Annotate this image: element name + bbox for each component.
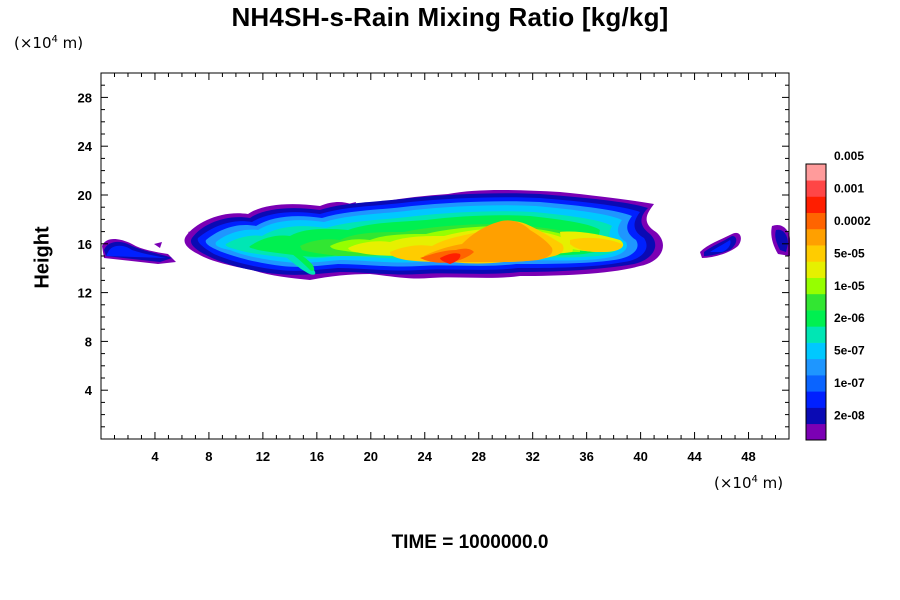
- x-tick-label: 16: [310, 449, 324, 464]
- x-tick-label: 28: [471, 449, 485, 464]
- y-tick-label: 16: [78, 237, 92, 252]
- colorbar-label: 5e-05: [834, 246, 865, 260]
- colorbar: 2e-08 1e-07 5e-07 2e-06 1e-05 5e-05 0.0002 0.00…: [805, 149, 871, 441]
- colorbar-label: 1e-07: [834, 376, 865, 390]
- x-tick-label: 24: [418, 449, 433, 464]
- x-tick-label: 8: [205, 449, 212, 464]
- x-tick-label: 12: [256, 449, 270, 464]
- colorbar-swatch: [806, 423, 826, 441]
- y-unit-exponent: 4: [51, 34, 58, 45]
- y-unit-suffix: m): [57, 34, 84, 52]
- colorbar-label: 1e-05: [834, 279, 865, 293]
- colorbar-label: 2e-06: [834, 311, 865, 325]
- colorbar-swatch: [806, 212, 826, 230]
- y-unit-prefix: (×10: [14, 34, 52, 52]
- chart-title: NH4SH-s-Rain Mixing Ratio [kg/kg]: [231, 2, 669, 32]
- y-tick-label: 12: [78, 286, 92, 301]
- colorbar-swatch: [806, 342, 826, 360]
- colorbar-swatch: [806, 261, 826, 278]
- x-tick-label: 20: [364, 449, 378, 464]
- colorbar-label: 0.001: [834, 181, 864, 195]
- x-tick-label: 32: [525, 449, 539, 464]
- contour-level-8: [292, 250, 315, 271]
- colorbar-swatch: [806, 228, 826, 246]
- contour-level-12: [570, 237, 623, 252]
- x-tick-label: 40: [633, 449, 647, 464]
- contour-level-3: [710, 240, 731, 252]
- colorbar-swatch: [806, 407, 826, 425]
- contour-level-15: [440, 253, 461, 264]
- colorbar-swatch: [806, 196, 826, 214]
- colorbar-swatch: [806, 375, 826, 392]
- colorbar-swatch: [806, 326, 826, 343]
- contour-level-7: [276, 248, 316, 275]
- colorbar-swatch: [806, 358, 826, 376]
- x-tick-label: 48: [741, 449, 755, 464]
- mixing-ratio-field: [102, 190, 790, 280]
- y-axis-unit: (×104 m): [14, 34, 83, 52]
- x-unit-suffix: m): [757, 474, 784, 492]
- colorbar-swatch: [806, 180, 826, 197]
- time-label: TIME = 1000000.0: [391, 532, 549, 553]
- colorbar-swatch: [806, 293, 826, 311]
- y-tick-label: 24: [78, 139, 93, 154]
- x-axis-unit: (×104 m): [714, 474, 783, 492]
- colorbar-swatch: [806, 310, 826, 327]
- y-tick-label: 20: [78, 188, 92, 203]
- y-tick-label: 8: [85, 334, 92, 349]
- x-unit-prefix: (×10: [714, 474, 752, 492]
- y-tick-label: 28: [78, 90, 92, 105]
- colorbar-swatch: [806, 164, 826, 181]
- colorbar-label: 0.005: [834, 149, 864, 163]
- y-tick-label: 4: [85, 383, 93, 398]
- contour-level-2: [775, 229, 788, 252]
- x-tick-label: 44: [687, 449, 702, 464]
- x-tick-label: 36: [579, 449, 593, 464]
- colorbar-swatch: [806, 277, 826, 295]
- colorbar-label: 5e-07: [834, 344, 865, 358]
- colorbar-label: 0.0002: [834, 214, 871, 228]
- colorbar-label: 2e-08: [834, 409, 865, 423]
- x-unit-exponent: 4: [751, 474, 758, 485]
- contour-level-3: [106, 245, 166, 258]
- x-tick-label: 4: [151, 449, 159, 464]
- colorbar-frame: [805, 163, 827, 441]
- colorbar-swatch: [806, 391, 826, 408]
- colorbar-swatch: [806, 245, 826, 262]
